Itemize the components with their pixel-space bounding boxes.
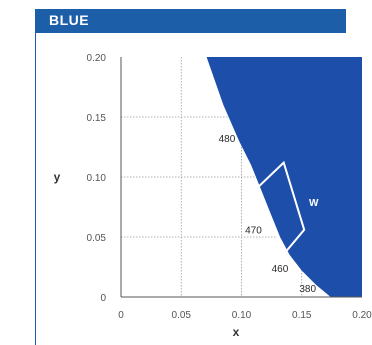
panel-header: BLUE	[35, 9, 346, 31]
panel-title: BLUE	[49, 12, 90, 28]
header-rule	[35, 31, 346, 33]
white-point-label: W	[309, 198, 319, 209]
wavelength-label-380: 380	[299, 284, 316, 295]
x-tick-labels: 0 0.05 0.10 0.15 0.20	[118, 310, 372, 321]
x-axis-label: x	[233, 325, 240, 339]
wavelength-label-460: 460	[272, 264, 289, 275]
y-tick-label-2: 0.10	[87, 173, 107, 184]
wavelength-labels: 480 470 460 380	[219, 134, 317, 295]
y-tick-label-3: 0.15	[87, 113, 107, 124]
y-axis-label: y	[54, 170, 61, 184]
axes	[120, 57, 362, 298]
x-tick-label-4: 0.20	[352, 310, 372, 321]
x-tick-label-2: 0.10	[232, 310, 252, 321]
color-region	[206, 57, 362, 297]
y-tick-label-1: 0.05	[87, 233, 107, 244]
y-tick-label-4: 0.20	[87, 53, 107, 64]
y-tick-labels: 0 0.05 0.10 0.15 0.20	[87, 53, 107, 304]
white-point-box	[251, 160, 306, 254]
x-tick-label-1: 0.05	[172, 310, 192, 321]
y-tick-label-0: 0	[100, 293, 106, 304]
wavelength-label-480: 480	[219, 134, 236, 145]
left-rule	[35, 33, 36, 345]
x-tick-label-0: 0	[118, 310, 124, 321]
x-tick-label-3: 0.15	[292, 310, 312, 321]
wavelength-label-470: 470	[245, 225, 262, 236]
